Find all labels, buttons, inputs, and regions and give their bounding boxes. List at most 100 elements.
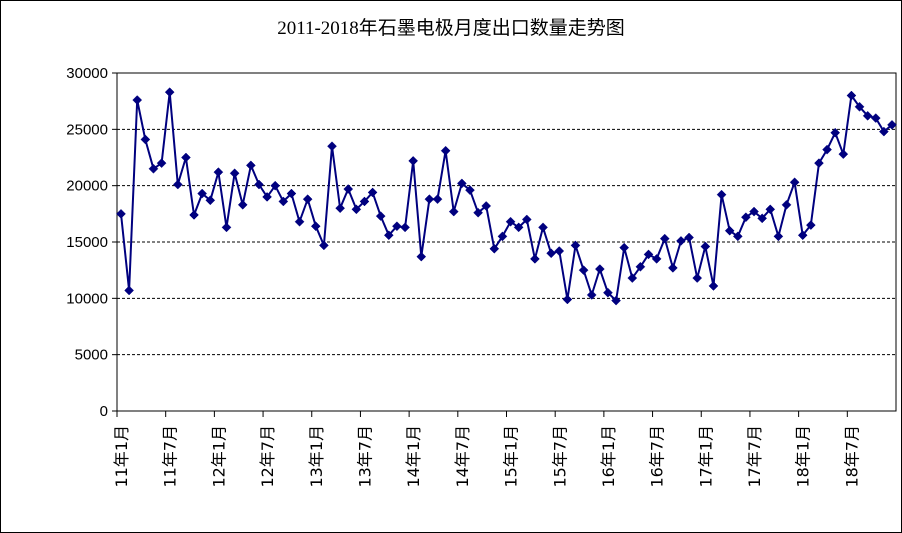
data-point-marker (319, 240, 329, 251)
data-point-marker (854, 101, 865, 112)
data-point-marker (408, 156, 419, 166)
data-point-marker (465, 185, 475, 196)
data-point-marker (846, 90, 857, 101)
data-point-marker (757, 213, 768, 224)
x-tick-label: 15年1月 (502, 425, 521, 488)
chart-title: 2011-2018年石墨电极月度出口数量走势图 (277, 18, 625, 39)
data-point-marker (497, 231, 508, 242)
data-point-marker (879, 126, 889, 137)
data-point-marker (611, 295, 621, 306)
data-point-marker (229, 168, 240, 179)
data-point-marker (741, 212, 751, 223)
x-tick-label: 12年1月 (209, 425, 228, 488)
data-point-marker (814, 158, 824, 168)
data-point-marker (343, 184, 354, 194)
data-point-marker (521, 214, 532, 225)
data-point-marker (594, 264, 605, 274)
x-tick-label: 14年7月 (453, 425, 472, 488)
data-point-marker (221, 222, 232, 233)
data-point-marker (172, 179, 183, 190)
data-point-marker (473, 207, 483, 218)
data-point-marker (773, 231, 784, 242)
data-point-marker (448, 206, 459, 217)
data-point-marker (538, 222, 548, 233)
data-point-marker (805, 220, 816, 230)
data-point-marker (684, 232, 694, 243)
data-point-marker (189, 210, 199, 220)
data-point-marker (124, 285, 134, 296)
y-tick-label: 10000 (66, 290, 108, 307)
data-point-marker (294, 216, 305, 227)
series-marker-layer (116, 87, 897, 306)
data-point-marker (245, 160, 256, 171)
data-point-marker (870, 113, 881, 123)
y-tick-label: 20000 (66, 178, 108, 195)
x-tick-label: 13年1月 (307, 425, 326, 488)
data-point-marker (432, 194, 443, 205)
x-tick-label: 17年1月 (696, 425, 715, 488)
x-tick-label: 15年7月 (550, 425, 569, 488)
data-point-marker (205, 195, 216, 206)
series-line (120, 91, 893, 302)
data-point-marker (562, 294, 573, 305)
data-point-marker (424, 194, 435, 205)
data-point-marker (351, 204, 362, 215)
data-point-marker (513, 222, 524, 233)
data-point-marker (392, 221, 402, 232)
data-point-marker (700, 241, 711, 252)
data-point-marker (278, 196, 289, 207)
x-tick-label: 11年1月 (112, 425, 131, 488)
data-point-marker (619, 242, 630, 253)
x-tick-label: 13年7月 (355, 425, 374, 488)
data-point-marker (578, 265, 589, 276)
y-tick-label: 30000 (66, 65, 108, 82)
data-point-marker (335, 203, 345, 214)
grid-layer (117, 72, 896, 356)
y-tick-label: 0 (100, 403, 108, 420)
data-point-marker (635, 261, 646, 272)
data-point-marker (489, 243, 500, 254)
data-point-marker (164, 87, 175, 98)
data-point-marker (765, 204, 776, 215)
x-tick-label: 18年7月 (842, 425, 861, 488)
data-point-marker (132, 95, 143, 105)
data-point-marker (481, 201, 492, 211)
data-point-marker (887, 119, 897, 130)
x-tick-label: 11年7月 (161, 425, 180, 488)
data-point-marker (659, 233, 670, 244)
data-point-marker (554, 246, 565, 256)
data-point-marker (237, 199, 248, 210)
y-tick-label: 25000 (66, 121, 108, 138)
data-point-marker (383, 230, 394, 241)
data-point-marker (327, 141, 337, 152)
data-point-marker (213, 167, 224, 178)
data-point-marker (546, 248, 556, 259)
data-point-marker (181, 152, 191, 163)
data-point-marker (862, 110, 873, 121)
data-point-marker (789, 177, 800, 188)
series-line-layer (120, 91, 893, 302)
data-point-marker (262, 192, 272, 202)
data-point-marker (367, 187, 378, 198)
y-tick-label: 15000 (66, 234, 108, 251)
data-point-marker (156, 158, 167, 168)
data-point-marker (643, 249, 654, 260)
x-tick-label: 16年7月 (648, 425, 667, 488)
data-point-marker (651, 254, 662, 264)
x-tick-label: 18年1月 (794, 425, 813, 488)
data-point-marker (416, 251, 427, 262)
data-point-marker (830, 127, 841, 138)
y-tick-label: 5000 (75, 347, 108, 364)
data-point-marker (286, 188, 297, 199)
data-point-marker (359, 196, 370, 207)
data-point-marker (302, 194, 313, 205)
x-tick-label: 16年1月 (599, 425, 618, 488)
data-point-marker (457, 178, 467, 189)
data-point-marker (530, 254, 540, 264)
data-point-marker (375, 211, 386, 221)
data-point-marker (148, 163, 159, 174)
data-point-marker (668, 263, 678, 273)
data-point-marker (440, 145, 451, 156)
